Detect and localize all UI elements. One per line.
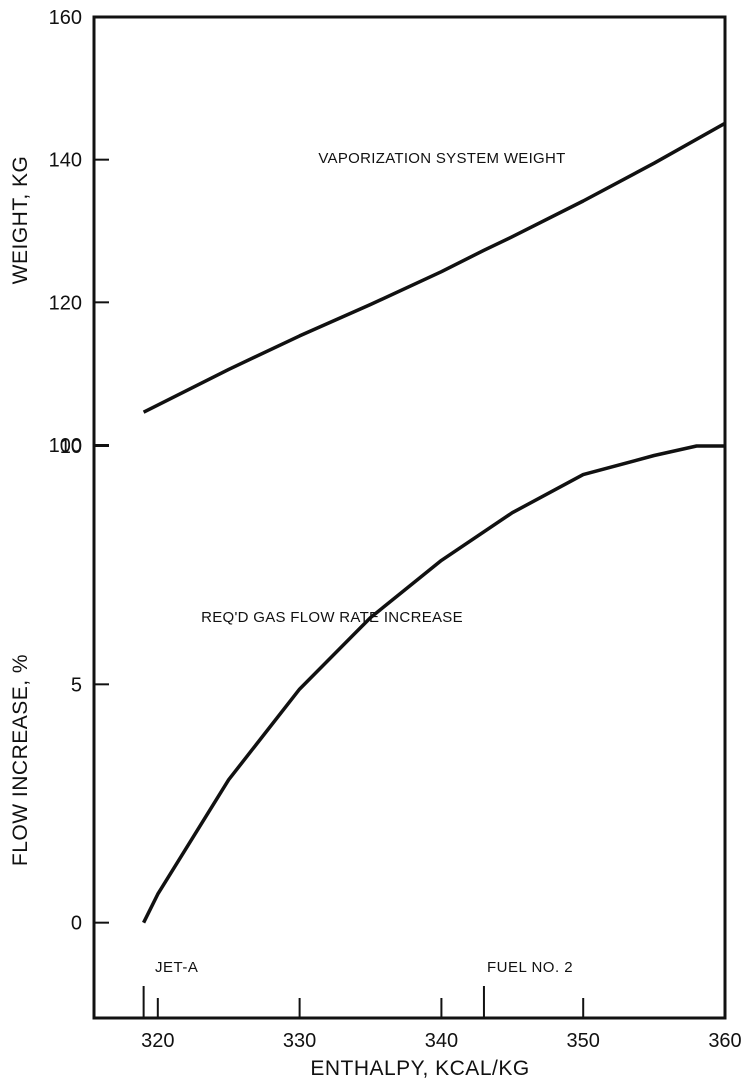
flow-ytick-label: 0 [71,913,82,935]
fuel-no-2-marker-label: FUEL NO. 2 [487,959,573,976]
x-axis-title: ENTHALPY, KCAL/KG [310,1057,529,1080]
series-lines [142,121,726,924]
flow-axis-title: FLOW INCREASE, % [9,654,32,866]
flow-series-line [142,444,725,924]
weight-ytick-label: 160 [49,7,82,29]
weight-axis-title: WEIGHT, KG [9,156,32,285]
plot-frame [92,15,727,1020]
weight-ytick-label: 100 [49,435,82,457]
xtick-label: 360 [708,1030,741,1052]
xtick-label: 350 [567,1030,600,1052]
weight-series-annotation: VAPORIZATION SYSTEM WEIGHT [318,150,565,167]
weight-ytick-label: 120 [49,292,82,314]
xtick-label: 320 [141,1030,174,1052]
xtick-label: 340 [425,1030,458,1052]
weight-series-line [142,121,726,414]
xtick-label: 330 [283,1030,316,1052]
jet-a-marker-label: JET-A [155,959,198,976]
flow-series-annotation: REQ'D GAS FLOW RATE INCREASE [201,609,463,626]
tick-labels: 100 120 140 160 0 5 10 320 330 340 350 360 [49,7,742,1052]
flow-ytick-label: 5 [71,674,82,696]
tick-marks [94,16,726,1018]
weight-ytick-label: 140 [49,150,82,172]
flow-ytick-label: 10 [60,436,82,458]
